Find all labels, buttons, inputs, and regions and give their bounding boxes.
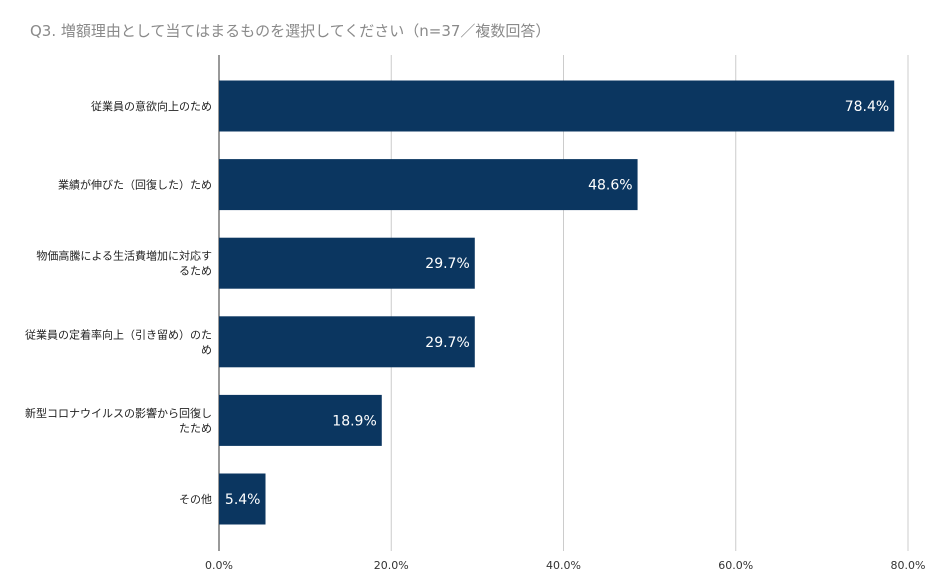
category-label: 新型コロナウイルスの影響から回復したため	[25, 406, 212, 435]
data-label: 18.9%	[332, 413, 376, 429]
x-tick-label: 60.0%	[718, 559, 753, 572]
bar	[219, 237, 475, 289]
category-label: 従業員の意欲向上のため	[91, 99, 212, 113]
data-label: 5.4%	[225, 492, 261, 508]
x-tick-label: 20.0%	[374, 559, 409, 572]
category-label: その他	[179, 493, 212, 506]
data-label: 29.7%	[425, 335, 469, 351]
x-tick-label: 0.0%	[205, 559, 233, 572]
bar	[219, 316, 475, 368]
x-tick-label: 40.0%	[546, 559, 581, 572]
chart-title: Q3. 増額理由として当てはまるものを選択してください（n=37／複数回答）	[30, 22, 551, 40]
category-label: 物価高騰による生活費増加に対応するため	[36, 249, 212, 278]
bar	[219, 80, 895, 132]
category-label: 業績が伸びた（回復した）ため	[58, 178, 212, 192]
category-label: 従業員の定着率向上（引き留め）のため	[25, 327, 212, 356]
bar	[219, 394, 382, 446]
bar	[219, 473, 266, 525]
data-label: 29.7%	[425, 256, 469, 272]
bar	[219, 159, 638, 211]
data-label: 48.6%	[588, 178, 632, 194]
data-label: 78.4%	[845, 99, 889, 115]
x-tick-label: 80.0%	[891, 559, 926, 572]
